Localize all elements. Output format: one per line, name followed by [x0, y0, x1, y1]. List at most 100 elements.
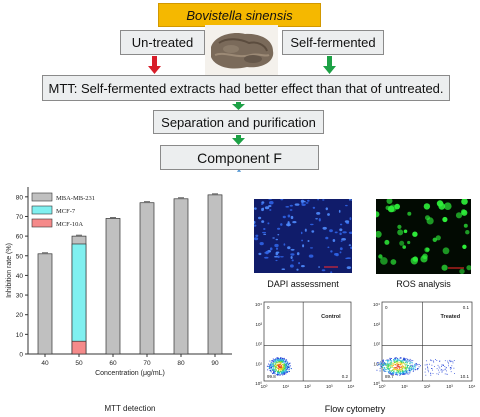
event-dot: [396, 359, 397, 361]
event-dot: [287, 368, 288, 370]
event-dot: [378, 364, 380, 366]
nucleus: [325, 207, 328, 211]
nucleus: [287, 246, 291, 250]
untreated-label: Un-treated: [131, 35, 194, 50]
event-dot: [396, 370, 398, 372]
event-dot: [410, 370, 411, 372]
event-dot: [384, 370, 386, 372]
y-tick-label: 50: [16, 253, 24, 260]
event-dot: [413, 370, 414, 372]
event-dot: [450, 361, 452, 363]
event-dot: [400, 369, 402, 371]
event-dot: [285, 361, 287, 362]
event-dot: [281, 359, 283, 361]
mushroom-photo: [205, 25, 278, 75]
event-dot: [287, 361, 289, 363]
event-dot: [396, 374, 397, 376]
event-dot: [280, 368, 281, 369]
event-dot: [376, 369, 378, 371]
quadrant-q2: 0.1: [463, 305, 470, 310]
untreated-box: Un-treated: [120, 30, 205, 55]
event-dot: [385, 364, 387, 366]
event-dot: [398, 371, 400, 373]
event-dot: [272, 372, 274, 374]
event-dot: [402, 365, 403, 367]
x-tick-label: 10⁰: [261, 384, 268, 389]
y-tick-label: 40: [16, 273, 24, 280]
nucleus: [300, 231, 303, 235]
nucleus: [280, 223, 283, 226]
mtt-result-box: MTT: Self-fermented extracts had better …: [42, 75, 450, 101]
ros-cell: [442, 247, 450, 255]
event-dot: [412, 366, 414, 368]
event-dot: [286, 371, 288, 373]
event-dot: [407, 367, 409, 369]
event-dot: [278, 362, 280, 364]
event-dot: [270, 370, 272, 372]
event-dot: [280, 364, 282, 365]
event-dot: [287, 366, 289, 367]
nucleus: [275, 259, 278, 262]
event-dot: [429, 363, 430, 365]
event-dot: [397, 370, 399, 372]
event-dot: [403, 372, 405, 374]
event-dot: [275, 359, 277, 361]
event-dot: [402, 362, 404, 364]
event-dot: [401, 370, 403, 371]
event-dot: [271, 366, 273, 367]
event-dot: [436, 360, 438, 361]
nucleus: [262, 231, 267, 234]
event-dot: [433, 360, 434, 362]
event-dot: [389, 357, 391, 359]
event-dot: [284, 366, 286, 367]
nucleus: [327, 246, 330, 249]
event-dot: [377, 362, 379, 364]
event-dot: [450, 371, 452, 373]
nucleus: [329, 229, 333, 233]
event-dot: [396, 367, 398, 369]
x-tick-label: 80: [177, 360, 185, 367]
event-dot: [388, 360, 389, 362]
event-dot: [400, 372, 402, 374]
ros-cell: [376, 230, 382, 238]
event-dot: [430, 372, 432, 374]
event-dot: [399, 364, 401, 366]
event-dot: [281, 368, 283, 369]
event-dot: [289, 365, 291, 367]
event-dot: [394, 373, 396, 375]
event-dot: [278, 371, 280, 373]
event-dot: [404, 367, 406, 369]
event-dot: [272, 360, 274, 362]
event-dot: [404, 358, 406, 359]
event-dot: [283, 359, 284, 361]
event-dot: [405, 368, 406, 370]
event-dot: [276, 361, 278, 363]
nucleus: [316, 212, 321, 215]
nucleus: [263, 233, 267, 235]
event-dot: [377, 364, 379, 366]
event-dot: [414, 365, 416, 367]
event-dot: [270, 366, 272, 368]
event-dot: [280, 374, 281, 376]
event-dot: [399, 357, 401, 359]
event-dot: [395, 372, 397, 373]
event-dot: [269, 364, 271, 366]
event-dot: [394, 357, 396, 359]
event-dot: [385, 360, 387, 361]
nucleus: [290, 256, 293, 259]
event-dot: [425, 368, 426, 370]
event-dot: [270, 363, 272, 365]
event-dot: [274, 371, 276, 373]
event-dot: [393, 368, 395, 370]
nucleus: [301, 265, 305, 268]
mtt-result-text: MTT: Self-fermented extracts had better …: [48, 80, 444, 96]
y-tick-label: 10⁰: [255, 381, 262, 386]
event-dot: [274, 372, 276, 374]
event-dot: [393, 359, 394, 360]
event-dot: [408, 367, 410, 369]
event-dot: [416, 363, 418, 365]
event-dot: [383, 370, 385, 372]
event-dot: [399, 366, 401, 368]
nucleus: [261, 220, 265, 223]
event-dot: [382, 361, 384, 363]
